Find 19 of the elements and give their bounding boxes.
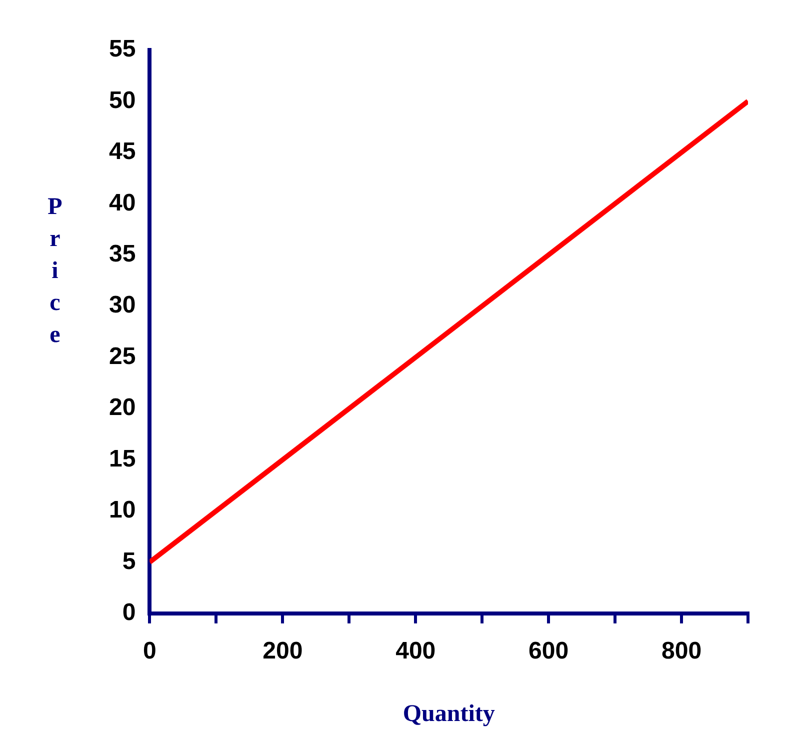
y-tick-label: 0: [122, 599, 136, 626]
y-tick-label: 20: [108, 394, 136, 422]
x-tick-label: 0: [143, 637, 156, 664]
y-tick-label: 5: [122, 548, 136, 575]
y-tick-label: 50: [108, 86, 136, 114]
y-tick-label: 10: [108, 496, 136, 524]
y-tick-label: 15: [108, 445, 136, 472]
y-tick-label: 55: [108, 36, 136, 63]
y-tick-label: 35: [108, 240, 136, 268]
x-axis-title: Quantity: [402, 700, 495, 727]
x-tick-label: 600: [528, 637, 569, 664]
y-tick-label: 25: [108, 342, 136, 370]
y-tick-label: 45: [108, 138, 136, 166]
y-tick-label: 30: [108, 292, 136, 319]
y-axis-title: Price: [48, 194, 62, 348]
x-tick-label: 200: [262, 637, 303, 664]
x-tick-label: 800: [662, 637, 702, 664]
x-tick-label: 400: [396, 637, 436, 664]
y-tick-label: 40: [108, 189, 136, 216]
